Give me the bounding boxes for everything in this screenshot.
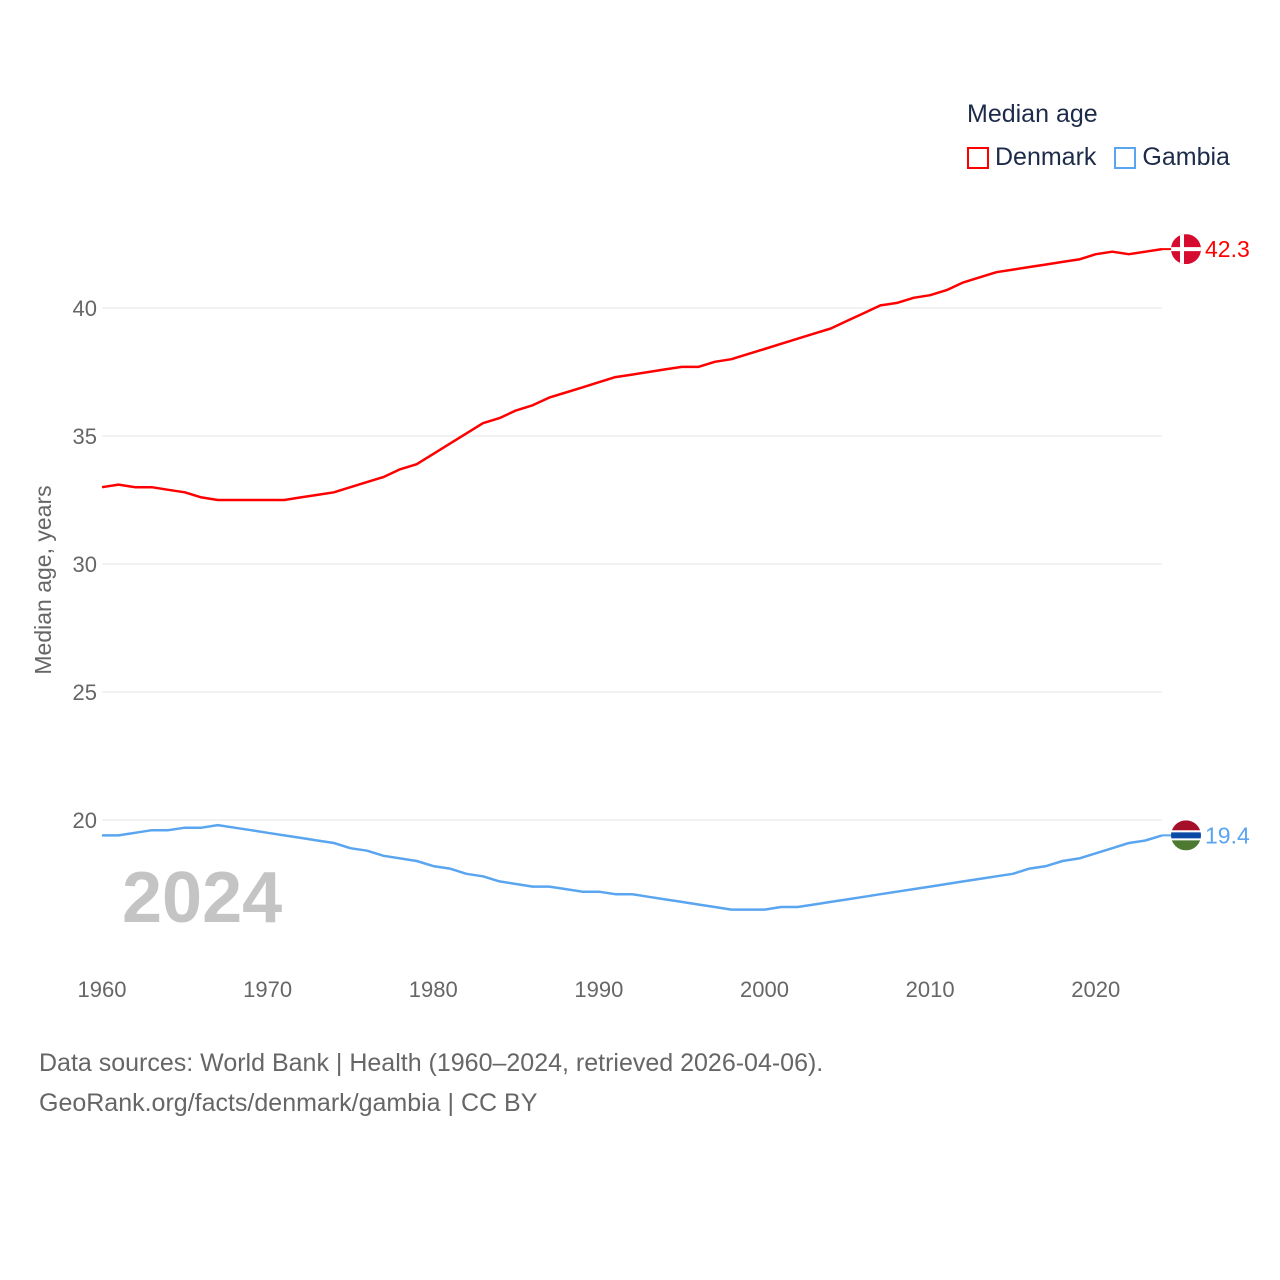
x-tick-label: 1980 [409, 977, 458, 1002]
x-tick-label: 2000 [740, 977, 789, 1002]
y-tick-label: 40 [73, 296, 97, 321]
legend-label: Denmark [995, 143, 1097, 171]
year-watermark: 2024 [122, 858, 282, 938]
series-line-gambia [102, 823, 1163, 911]
legend: Denmark Gambia [967, 143, 1230, 172]
x-tick-label: 1960 [78, 977, 127, 1002]
legend-swatch-gambia [1114, 146, 1137, 169]
gambia-flag-icon [1171, 820, 1201, 851]
y-tick-label: 30 [73, 552, 97, 577]
legend-item-denmark[interactable]: Denmark [967, 143, 1096, 172]
legend-title: Median age [967, 100, 1098, 128]
legend-item-gambia[interactable]: Gambia [1114, 143, 1230, 172]
x-tick-label: 2020 [1071, 977, 1120, 1002]
x-tick-label: 1990 [574, 977, 623, 1002]
y-tick-label: 20 [73, 808, 97, 833]
denmark-flag-icon [1171, 234, 1201, 265]
legend-swatch-denmark [967, 146, 989, 169]
end-value-label: 19.4 [1205, 822, 1250, 848]
attribution: GeoRank.org/facts/denmark/gambia | CC BY [39, 1089, 538, 1117]
data-sources: Data sources: World Bank | Health (1960–… [39, 1049, 824, 1077]
x-tick-label: 2010 [906, 977, 955, 1002]
y-tick-label: 35 [73, 424, 97, 449]
legend-label: Gambia [1142, 143, 1230, 171]
end-value-label: 42.3 [1205, 236, 1250, 262]
x-tick-label: 1970 [243, 977, 292, 1002]
y-axis-label: Median age, years [30, 485, 56, 674]
series-line-denmark [101, 247, 1163, 502]
y-tick-label: 25 [73, 680, 97, 705]
footer: Data sources: World Bank | Health (1960–… [39, 1043, 823, 1123]
